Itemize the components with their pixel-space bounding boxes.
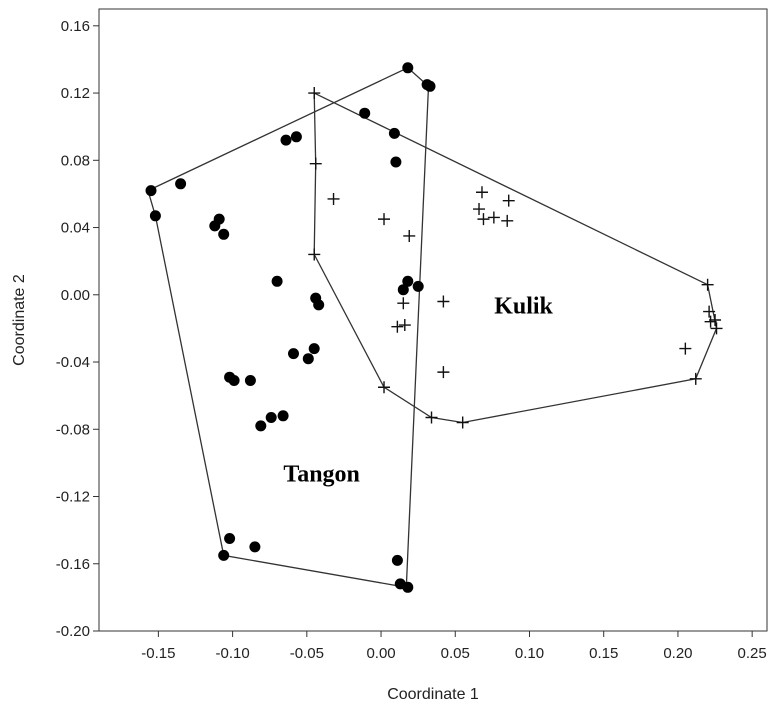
y-tick-label: 0.12 xyxy=(61,85,90,102)
point-kulik xyxy=(391,320,404,333)
y-tick-label: -0.16 xyxy=(56,556,90,573)
plot-area xyxy=(98,8,768,632)
point-tangon xyxy=(218,549,230,561)
point-tangon xyxy=(280,134,292,146)
y-axis-ticks: 0.16 0.12 0.08 0.04 0.00 -0.04 -0.08 -0.12 -0.16… xyxy=(56,18,99,640)
point-tangon xyxy=(249,541,261,553)
point-kulik xyxy=(701,278,714,291)
point-tangon xyxy=(145,185,157,197)
point-tangon xyxy=(149,210,161,222)
point-tangon xyxy=(271,275,283,287)
point-kulik xyxy=(703,305,716,318)
point-tangon xyxy=(390,156,402,168)
point-kulik xyxy=(308,87,321,100)
y-tick-label: -0.04 xyxy=(56,354,90,371)
y-axis-title: Coordinate 2 xyxy=(11,274,28,366)
group-labels: Tangon Kulik xyxy=(283,293,553,487)
x-tick-label: -0.05 xyxy=(290,645,324,662)
x-tick-label: 0.15 xyxy=(589,645,618,662)
x-axis-ticks: -0.15 -0.10 -0.05 0.00 0.05 0.10 0.15 0.20 0.25 xyxy=(141,631,767,662)
point-kulik xyxy=(437,295,450,308)
x-tick-label: 0.05 xyxy=(441,645,470,662)
point-kulik xyxy=(327,192,340,205)
hull-tangon xyxy=(147,67,430,589)
point-tangon xyxy=(218,228,230,240)
hull-outlines xyxy=(147,67,718,589)
y-tick-label: -0.12 xyxy=(56,489,90,506)
x-tick-label: 0.10 xyxy=(515,645,544,662)
point-tangon xyxy=(359,107,371,119)
annotation-tangon: Tangon xyxy=(283,461,360,487)
point-kulik xyxy=(397,297,410,310)
point-kulik xyxy=(308,248,321,261)
point-kulik xyxy=(477,213,490,226)
point-kulik xyxy=(398,319,411,332)
y-tick-label: 0.04 xyxy=(61,220,90,237)
point-tangon xyxy=(224,533,236,544)
annotation-kulik: Kulik xyxy=(494,293,553,319)
x-axis-title: Coordinate 1 xyxy=(387,686,479,703)
x-tick-label: 0.00 xyxy=(366,645,395,662)
x-tick-label: -0.10 xyxy=(215,645,249,662)
point-kulik xyxy=(403,229,416,242)
y-tick-label: 0.00 xyxy=(61,287,90,304)
point-tangon xyxy=(302,353,314,365)
point-tangon xyxy=(277,410,289,422)
y-tick-label: -0.20 xyxy=(56,623,90,640)
point-kulik xyxy=(437,366,450,379)
point-kulik xyxy=(689,372,702,385)
point-tangon xyxy=(244,375,256,386)
x-tick-label: -0.15 xyxy=(141,645,175,662)
data-points xyxy=(145,62,723,593)
point-tangon xyxy=(265,412,277,423)
point-tangon xyxy=(388,127,400,139)
point-kulik xyxy=(378,213,391,226)
point-kulik xyxy=(502,194,515,207)
point-tangon xyxy=(391,554,403,566)
point-tangon xyxy=(228,375,240,386)
x-tick-label: 0.25 xyxy=(738,645,767,662)
y-tick-label: -0.08 xyxy=(56,421,90,438)
point-tangon xyxy=(290,131,302,143)
point-tangon xyxy=(402,62,414,74)
point-kulik xyxy=(456,416,469,429)
point-kulik xyxy=(710,322,723,335)
x-tick-label: 0.20 xyxy=(663,645,692,662)
point-tangon xyxy=(313,299,325,311)
point-tangon xyxy=(175,178,187,190)
point-kulik xyxy=(487,211,500,224)
point-kulik xyxy=(473,203,486,216)
point-kulik xyxy=(709,314,722,326)
point-kulik xyxy=(378,381,391,394)
point-tangon xyxy=(402,275,414,287)
point-tangon xyxy=(424,80,436,92)
point-tangon xyxy=(397,284,409,296)
point-tangon xyxy=(288,348,299,360)
point-tangon xyxy=(412,280,424,292)
y-tick-label: 0.16 xyxy=(61,18,90,35)
point-kulik xyxy=(679,342,692,355)
point-kulik xyxy=(475,186,488,199)
point-tangon xyxy=(255,420,267,432)
point-tangon xyxy=(209,220,221,232)
hull-kulik xyxy=(313,92,718,424)
point-tangon xyxy=(308,343,320,355)
y-tick-label: 0.08 xyxy=(61,152,90,169)
point-tangon xyxy=(402,581,414,593)
point-kulik xyxy=(309,157,322,170)
point-kulik xyxy=(425,411,438,424)
point-kulik xyxy=(501,214,514,227)
